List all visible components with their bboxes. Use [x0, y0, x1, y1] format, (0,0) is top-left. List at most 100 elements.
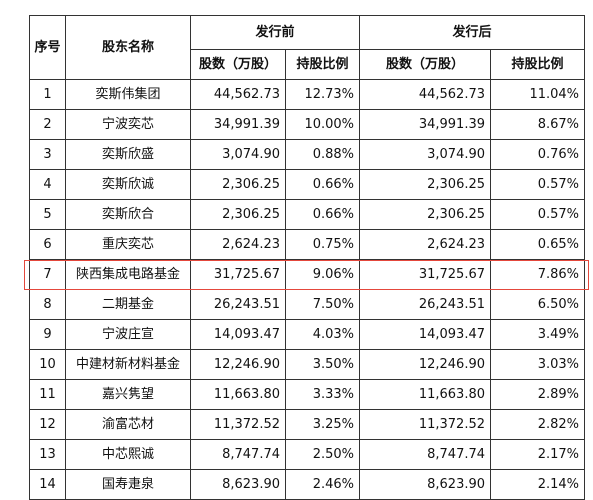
- cell-shares-before: 44,562.73: [190, 79, 286, 110]
- cell-ratio-after: 0.57%: [490, 199, 586, 230]
- table-row: 11 嘉兴隽望 11,663.80 3.33% 11,663.80 2.89%: [29, 379, 586, 410]
- header-after: 发行后: [359, 15, 586, 50]
- cell-seq: 13: [29, 439, 66, 470]
- table-row: 10 中建材新材料基金 12,246.90 3.50% 12,246.90 3.03%: [29, 349, 586, 380]
- cell-name: 奕斯欣合: [65, 199, 191, 230]
- cell-seq: 2: [29, 109, 66, 140]
- cell-ratio-after: 8.67%: [490, 109, 586, 140]
- cell-ratio-before: 3.33%: [284, 379, 361, 410]
- cell-ratio-before: 7.50%: [284, 289, 361, 320]
- header-row-sub: 股数（万股） 持股比例 股数（万股） 持股比例: [30, 49, 586, 80]
- cell-ratio-after: 3.49%: [490, 319, 586, 350]
- cell-ratio-after: 0.57%: [490, 169, 586, 200]
- cell-seq: 8: [29, 289, 66, 320]
- cell-shares-before: 14,093.47: [190, 319, 286, 350]
- cell-ratio-after: 2.14%: [490, 469, 586, 500]
- table-row: 13 中芯熙诚 8,747.74 2.50% 8,747.74 2.17%: [29, 439, 586, 470]
- cell-ratio-before: 9.06%: [284, 259, 361, 290]
- cell-shares-after: 44,562.73: [359, 79, 492, 110]
- cell-shares-after: 34,991.39: [359, 109, 492, 140]
- cell-shares-before: 11,372.52: [190, 409, 286, 440]
- cell-name: 宁波庄宣: [65, 319, 191, 350]
- table-row: 2 宁波奕芯 34,991.39 10.00% 34,991.39 8.67%: [29, 109, 586, 140]
- cell-ratio-before: 4.03%: [284, 319, 361, 350]
- table-row: 12 渝富芯材 11,372.52 3.25% 11,372.52 2.82%: [29, 409, 586, 440]
- cell-shares-before: 3,074.90: [190, 139, 286, 170]
- cell-shares-after: 8,747.74: [359, 439, 492, 470]
- table-header: 序号 股东名称 发行前 发行后 股数（万股） 持股比例 股数（万股） 持股比例: [29, 15, 586, 80]
- cell-name: 二期基金: [65, 289, 191, 320]
- cell-ratio-after: 0.65%: [490, 229, 586, 260]
- cell-seq: 5: [29, 199, 66, 230]
- cell-ratio-after: 11.04%: [490, 79, 586, 110]
- cell-name: 陕西集成电路基金: [65, 259, 191, 290]
- cell-name: 宁波奕芯: [65, 109, 191, 140]
- cell-shares-before: 31,725.67: [190, 259, 286, 290]
- cell-name: 渝富芯材: [65, 409, 191, 440]
- cell-seq: 11: [29, 379, 66, 410]
- table-row: 6 重庆奕芯 2,624.23 0.75% 2,624.23 0.65%: [29, 229, 586, 260]
- cell-ratio-after: 2.89%: [490, 379, 586, 410]
- cell-ratio-after: 7.86%: [490, 259, 586, 290]
- cell-ratio-after: 2.82%: [490, 409, 586, 440]
- cell-seq: 9: [29, 319, 66, 350]
- cell-shares-after: 12,246.90: [359, 349, 492, 380]
- cell-name: 奕斯欣盛: [65, 139, 191, 170]
- cell-name: 奕斯伟集团: [65, 79, 191, 110]
- cell-shares-before: 2,624.23: [190, 229, 286, 260]
- shareholder-table: 序号 股东名称 发行前 发行后 股数（万股） 持股比例 股数（万股） 持股比例 …: [29, 15, 586, 500]
- table-row: 1 奕斯伟集团 44,562.73 12.73% 44,562.73 11.04%: [29, 79, 586, 110]
- cell-ratio-after: 0.76%: [490, 139, 586, 170]
- cell-ratio-before: 0.66%: [284, 169, 361, 200]
- cell-ratio-before: 12.73%: [284, 79, 361, 110]
- cell-shares-before: 2,306.25: [190, 169, 286, 200]
- cell-ratio-before: 0.66%: [284, 199, 361, 230]
- cell-ratio-before: 3.25%: [284, 409, 361, 440]
- cell-shares-after: 2,624.23: [359, 229, 492, 260]
- cell-shares-before: 11,663.80: [190, 379, 286, 410]
- cell-seq: 12: [29, 409, 66, 440]
- cell-shares-after: 11,372.52: [359, 409, 492, 440]
- cell-shares-after: 11,663.80: [359, 379, 492, 410]
- cell-ratio-before: 0.88%: [284, 139, 361, 170]
- cell-shares-after: 2,306.25: [359, 199, 492, 230]
- table-row-highlighted: 7 陕西集成电路基金 31,725.67 9.06% 31,725.67 7.86%: [29, 259, 586, 290]
- cell-seq: 10: [29, 349, 66, 380]
- header-shares-before: 股数（万股）: [190, 49, 286, 80]
- cell-shares-after: 14,093.47: [359, 319, 492, 350]
- cell-shares-after: 3,074.90: [359, 139, 492, 170]
- cell-seq: 1: [29, 79, 66, 110]
- cell-seq: 3: [29, 139, 66, 170]
- header-shares-after: 股数（万股）: [359, 49, 492, 80]
- cell-seq: 6: [29, 229, 66, 260]
- cell-shares-before: 2,306.25: [190, 199, 286, 230]
- cell-name: 重庆奕芯: [65, 229, 191, 260]
- header-ratio-before: 持股比例: [284, 49, 361, 80]
- header-ratio-after: 持股比例: [490, 49, 586, 80]
- cell-shares-after: 2,306.25: [359, 169, 492, 200]
- header-seq: 序号: [29, 15, 66, 80]
- table-row: 5 奕斯欣合 2,306.25 0.66% 2,306.25 0.57%: [29, 199, 586, 230]
- table-row: 3 奕斯欣盛 3,074.90 0.88% 3,074.90 0.76%: [29, 139, 586, 170]
- cell-name: 中芯熙诚: [65, 439, 191, 470]
- cell-shares-before: 26,243.51: [190, 289, 286, 320]
- cell-ratio-before: 10.00%: [284, 109, 361, 140]
- cell-ratio-after: 6.50%: [490, 289, 586, 320]
- cell-ratio-after: 2.17%: [490, 439, 586, 470]
- table-row: 8 二期基金 26,243.51 7.50% 26,243.51 6.50%: [29, 289, 586, 320]
- shareholder-table-container: 序号 股东名称 发行前 发行后 股数（万股） 持股比例 股数（万股） 持股比例 …: [24, 15, 589, 500]
- header-before: 发行前: [189, 15, 361, 50]
- cell-shares-before: 34,991.39: [190, 109, 286, 140]
- cell-shares-after: 26,243.51: [359, 289, 492, 320]
- cell-ratio-before: 3.50%: [284, 349, 361, 380]
- cell-seq: 14: [29, 469, 66, 500]
- cell-seq: 7: [29, 259, 66, 290]
- header-row-top: 序号 股东名称 发行前 发行后: [29, 15, 586, 80]
- table-row: 9 宁波庄宣 14,093.47 4.03% 14,093.47 3.49%: [29, 319, 586, 350]
- table-row: 14 国寿疌泉 8,623.90 2.46% 8,623.90 2.14%: [29, 469, 586, 500]
- cell-ratio-before: 2.46%: [284, 469, 361, 500]
- table-body: 1 奕斯伟集团 44,562.73 12.73% 44,562.73 11.04% 2 宁波奕…: [29, 79, 586, 500]
- cell-name: 国寿疌泉: [65, 469, 191, 500]
- cell-ratio-before: 2.50%: [284, 439, 361, 470]
- cell-ratio-after: 3.03%: [490, 349, 586, 380]
